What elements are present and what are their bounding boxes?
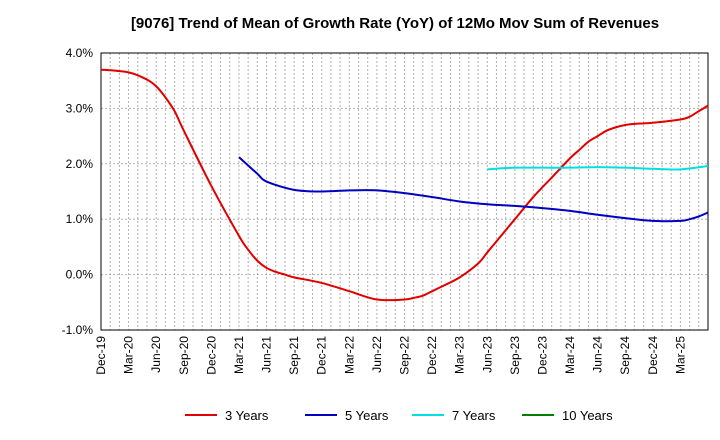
x-tick-label: Sep-22 [398, 336, 412, 375]
x-tick-label: Mar-24 [563, 336, 577, 374]
x-tick-label: Sep-20 [177, 336, 191, 375]
x-tick-label: Dec-22 [425, 336, 439, 375]
y-tick-label: 1.0% [66, 212, 94, 226]
x-tick-label: Mar-25 [673, 336, 687, 374]
y-tick-label: 2.0% [66, 157, 94, 171]
legend-label-7-years: 7 Years [452, 408, 496, 423]
series-line-3-years [100, 68, 709, 302]
legend-label-10-years: 10 Years [562, 408, 613, 423]
plot-area-border [100, 52, 709, 331]
x-tick-label: Dec-23 [535, 336, 549, 375]
legend: 3 Years 5 Years 7 Years 10 Years [185, 408, 613, 423]
x-tick-label: Jun-24 [591, 336, 605, 373]
x-tick-label: Jun-21 [260, 336, 274, 373]
series-line-5-years [238, 156, 709, 223]
x-tick-label: Jun-20 [149, 336, 163, 373]
x-tick-label: Mar-23 [453, 336, 467, 374]
x-tick-label: Sep-21 [287, 336, 301, 375]
x-tick-label: Jun-23 [480, 336, 494, 373]
x-axis: Dec-19 Mar-20 Jun-20 Sep-20 Dec-20 Mar-21 Jun-… [94, 336, 687, 375]
x-tick-label: Sep-24 [618, 336, 632, 375]
legend-label-5-years: 5 Years [345, 408, 389, 423]
x-tick-label: Dec-21 [315, 336, 329, 375]
y-tick-label: 0.0% [66, 268, 94, 282]
x-tick-label: Dec-19 [94, 336, 108, 375]
y-tick-label: 4.0% [66, 46, 94, 60]
y-tick-label: 3.0% [66, 101, 94, 115]
x-tick-label: Mar-21 [232, 336, 246, 374]
x-tick-label: Mar-22 [342, 336, 356, 374]
series-line-7-years [487, 165, 709, 171]
y-tick-label: -1.0% [62, 323, 94, 337]
legend-label-3-years: 3 Years [225, 408, 269, 423]
grid-lines [100, 52, 709, 331]
x-tick-label: Dec-20 [204, 336, 218, 375]
y-axis: -1.0% 0.0% 1.0% 2.0% 3.0% 4.0% [62, 46, 94, 337]
chart-title: [9076] Trend of Mean of Growth Rate (YoY… [131, 15, 659, 32]
x-tick-label: Mar-20 [122, 336, 136, 374]
x-tick-label: Sep-23 [508, 336, 522, 375]
x-tick-label: Dec-24 [646, 336, 660, 375]
series-lines [100, 68, 709, 302]
x-tick-label: Jun-22 [370, 336, 384, 373]
